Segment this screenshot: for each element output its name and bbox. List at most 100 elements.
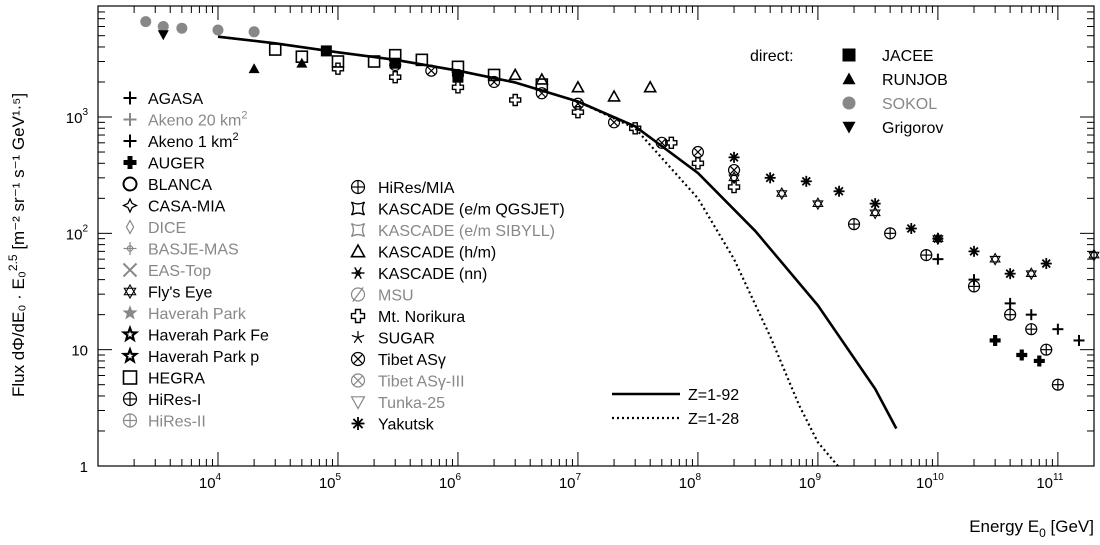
legend-item: Akeno 20 km2 (123, 110, 248, 130)
legend-item: KASCADE (e/m QGSJET) (350, 201, 565, 219)
data-point (1004, 268, 1016, 280)
legend-label: Grigorov (882, 120, 943, 137)
legend-label: HiRes/MIA (378, 180, 455, 197)
legend-label: EAS-Top (148, 263, 211, 280)
legend-label: KASCADE (h/m) (378, 245, 496, 262)
legend-marker (842, 48, 856, 62)
data-point (1040, 258, 1052, 270)
legend-label: SOKOL (882, 96, 937, 113)
legend-marker (123, 242, 137, 255)
legend-item: HEGRA (122, 370, 205, 388)
data-point (665, 136, 678, 150)
data-point (425, 64, 438, 77)
legend-label: AUGER (148, 156, 205, 173)
y-tick-label: 10 (71, 343, 88, 360)
legend-line-label: Z=1-28 (688, 411, 739, 428)
data-point (452, 71, 464, 83)
legend-item: Haverah Park (122, 305, 247, 323)
legend-marker (122, 413, 138, 428)
y-tick-label: 103 (66, 107, 89, 127)
legend-item: KASCADE (e/m SIBYLL) (350, 222, 555, 240)
x-tick-label: 1011 (1036, 472, 1064, 492)
legend-label: Tibet ASγ (378, 352, 446, 369)
data-point (320, 45, 332, 57)
data-point (389, 70, 402, 84)
legend-marker (350, 286, 366, 303)
legend-item: Tibet ASγ (350, 351, 446, 369)
data-point (884, 227, 897, 240)
data-points (140, 16, 1100, 391)
legend-direct-title: direct: (750, 48, 794, 65)
legend-marker (842, 121, 856, 134)
legend-item: Fly's Eye (123, 283, 213, 302)
axis-ticks (97, 5, 1095, 467)
legend-item: HiRes-I (122, 391, 201, 409)
data-point (451, 81, 465, 94)
data-point (176, 22, 188, 34)
legend-item: BASJE-MAS (123, 242, 239, 259)
legend-label: Fly's Eye (148, 285, 213, 302)
legend-item: Haverah Park p (120, 346, 259, 366)
x-tick-label: 109 (799, 472, 822, 492)
legend-label: KASCADE (nn) (378, 266, 487, 283)
legend-marker (350, 243, 366, 258)
legend-item: RUNJOB (842, 72, 948, 89)
legend-marker (350, 351, 366, 367)
legend-label: JACEE (882, 48, 934, 65)
legend-label: Tibet ASγ-III (378, 374, 465, 391)
data-point (607, 89, 621, 102)
data-point (691, 157, 705, 170)
legend-lines: Z=1-92 Z=1-28 (612, 387, 739, 428)
data-point (1025, 267, 1038, 281)
data-point (535, 87, 548, 100)
legend-marker (123, 283, 137, 300)
data-point (932, 232, 944, 246)
legend-label: MSU (378, 288, 414, 305)
data-point (728, 171, 740, 185)
axis-labels: 104 105 106 107 108 109 1010 1011 1 10 102 103 Energ… (6, 93, 1094, 540)
legend-marker (842, 72, 856, 85)
data-point (628, 122, 642, 135)
data-point (295, 50, 309, 63)
data-point (968, 274, 980, 286)
legend-marker (350, 373, 366, 388)
legend-item: JACEE (842, 48, 934, 65)
legend-marker (121, 197, 139, 214)
legend-label: HEGRA (148, 371, 205, 388)
data-point (1016, 349, 1028, 361)
data-point (157, 30, 169, 41)
legend-label: KASCADE (e/m SIBYLL) (378, 223, 555, 240)
data-point (415, 53, 429, 67)
legend-item: Mt. Norikura (350, 308, 465, 326)
data-point (1051, 378, 1064, 391)
legend-item: KASCADE (h/m) (350, 243, 496, 262)
legend-marker (122, 391, 138, 407)
data-point (140, 16, 152, 28)
data-point (268, 43, 282, 56)
data-point (869, 206, 881, 220)
legend-item: AGASA (123, 91, 203, 108)
legend-marker (351, 417, 365, 430)
data-point (331, 62, 345, 75)
legend-label: HiRes-I (148, 392, 201, 409)
data-point (367, 55, 381, 68)
legend-item: Yakutsk (351, 417, 435, 434)
legend-item: Haverah Park Fe (120, 324, 269, 345)
data-point (932, 253, 944, 265)
data-point (989, 334, 1001, 346)
data-point (534, 72, 549, 85)
legend-label: HiRes-II (148, 414, 206, 431)
legend-marker (120, 324, 140, 343)
data-point (1088, 248, 1100, 262)
data-point (157, 20, 169, 32)
legend-marker (123, 156, 137, 169)
legend-item: EAS-Top (122, 262, 211, 280)
legend-label: KASCADE (e/m QGSJET) (378, 202, 565, 219)
y-axis-title: Flux dΦ/dE₀ · E₀2.5 [m⁻² sr⁻¹ s⁻¹ GeV¹·⁵… (6, 93, 28, 397)
model-line-Z=1-28 (217, 35, 840, 466)
legend-label: Akeno 20 km2 (148, 110, 248, 130)
data-point (571, 80, 585, 93)
legend-item: AUGER (123, 156, 205, 173)
data-point (508, 67, 523, 81)
